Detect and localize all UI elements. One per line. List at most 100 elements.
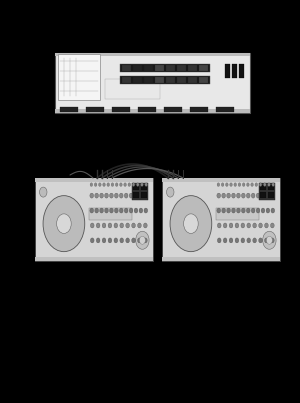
Circle shape bbox=[119, 183, 122, 187]
Circle shape bbox=[120, 238, 124, 243]
Circle shape bbox=[96, 223, 100, 228]
Bar bbox=[199, 65, 208, 71]
Circle shape bbox=[251, 208, 255, 213]
Circle shape bbox=[57, 214, 71, 233]
Circle shape bbox=[246, 193, 250, 198]
Circle shape bbox=[251, 193, 255, 198]
Circle shape bbox=[263, 183, 266, 187]
Bar bbox=[177, 77, 186, 83]
Circle shape bbox=[119, 208, 123, 213]
Circle shape bbox=[124, 193, 128, 198]
Circle shape bbox=[268, 183, 270, 187]
Circle shape bbox=[271, 193, 275, 198]
Bar bbox=[133, 65, 142, 71]
Bar bbox=[268, 192, 274, 198]
Bar bbox=[259, 183, 275, 199]
Circle shape bbox=[100, 193, 104, 198]
Circle shape bbox=[241, 238, 245, 243]
Circle shape bbox=[218, 238, 221, 243]
Circle shape bbox=[40, 187, 47, 197]
Circle shape bbox=[265, 223, 268, 228]
Circle shape bbox=[238, 183, 241, 187]
Circle shape bbox=[259, 183, 262, 187]
Circle shape bbox=[140, 236, 146, 244]
Bar bbox=[225, 64, 230, 78]
Bar bbox=[188, 77, 197, 83]
Circle shape bbox=[261, 208, 265, 213]
Circle shape bbox=[235, 223, 239, 228]
Bar bbox=[188, 65, 197, 71]
Circle shape bbox=[132, 183, 135, 187]
Circle shape bbox=[226, 183, 228, 187]
Circle shape bbox=[139, 208, 143, 213]
Bar bbox=[120, 64, 210, 72]
Circle shape bbox=[247, 238, 250, 243]
Circle shape bbox=[103, 183, 105, 187]
Circle shape bbox=[143, 223, 147, 228]
Circle shape bbox=[95, 193, 98, 198]
Bar bbox=[162, 257, 280, 261]
Circle shape bbox=[43, 195, 85, 251]
Circle shape bbox=[119, 193, 123, 198]
Circle shape bbox=[144, 193, 148, 198]
Circle shape bbox=[111, 183, 114, 187]
Circle shape bbox=[218, 223, 221, 228]
Bar bbox=[141, 192, 146, 198]
Circle shape bbox=[128, 183, 131, 187]
Circle shape bbox=[246, 208, 250, 213]
Bar bbox=[133, 185, 139, 191]
Circle shape bbox=[115, 208, 118, 213]
Circle shape bbox=[115, 193, 118, 198]
Circle shape bbox=[170, 195, 212, 251]
Bar bbox=[164, 107, 182, 112]
Bar bbox=[144, 77, 153, 83]
Circle shape bbox=[107, 183, 110, 187]
Circle shape bbox=[241, 223, 245, 228]
Circle shape bbox=[247, 223, 250, 228]
Bar bbox=[268, 185, 274, 191]
Circle shape bbox=[144, 208, 148, 213]
Circle shape bbox=[266, 236, 272, 244]
Circle shape bbox=[90, 208, 94, 213]
Circle shape bbox=[115, 183, 118, 187]
Circle shape bbox=[235, 238, 239, 243]
Circle shape bbox=[184, 214, 198, 233]
Circle shape bbox=[126, 223, 130, 228]
Circle shape bbox=[120, 223, 124, 228]
Circle shape bbox=[136, 231, 149, 249]
Bar bbox=[133, 192, 139, 198]
Bar bbox=[239, 64, 244, 78]
Bar bbox=[133, 77, 142, 83]
Bar bbox=[190, 107, 208, 112]
Circle shape bbox=[272, 183, 274, 187]
Bar bbox=[144, 65, 153, 71]
Circle shape bbox=[217, 193, 220, 198]
Circle shape bbox=[136, 183, 139, 187]
Circle shape bbox=[167, 187, 174, 197]
Circle shape bbox=[236, 193, 240, 198]
Circle shape bbox=[126, 238, 130, 243]
Circle shape bbox=[95, 208, 98, 213]
Bar bbox=[216, 107, 234, 112]
Circle shape bbox=[132, 238, 135, 243]
Circle shape bbox=[234, 183, 237, 187]
Circle shape bbox=[229, 238, 233, 243]
Circle shape bbox=[263, 231, 276, 249]
Bar bbox=[58, 54, 100, 100]
Circle shape bbox=[102, 223, 106, 228]
Circle shape bbox=[90, 193, 94, 198]
Bar bbox=[166, 77, 175, 83]
Circle shape bbox=[114, 223, 118, 228]
Circle shape bbox=[242, 193, 245, 198]
Circle shape bbox=[223, 223, 227, 228]
Bar bbox=[260, 192, 266, 198]
Bar bbox=[138, 107, 156, 112]
Bar bbox=[155, 65, 164, 71]
Circle shape bbox=[222, 193, 226, 198]
Circle shape bbox=[94, 183, 97, 187]
Circle shape bbox=[229, 223, 233, 228]
Bar bbox=[89, 208, 132, 220]
Bar bbox=[122, 77, 131, 83]
Circle shape bbox=[139, 193, 143, 198]
Bar bbox=[199, 77, 208, 83]
